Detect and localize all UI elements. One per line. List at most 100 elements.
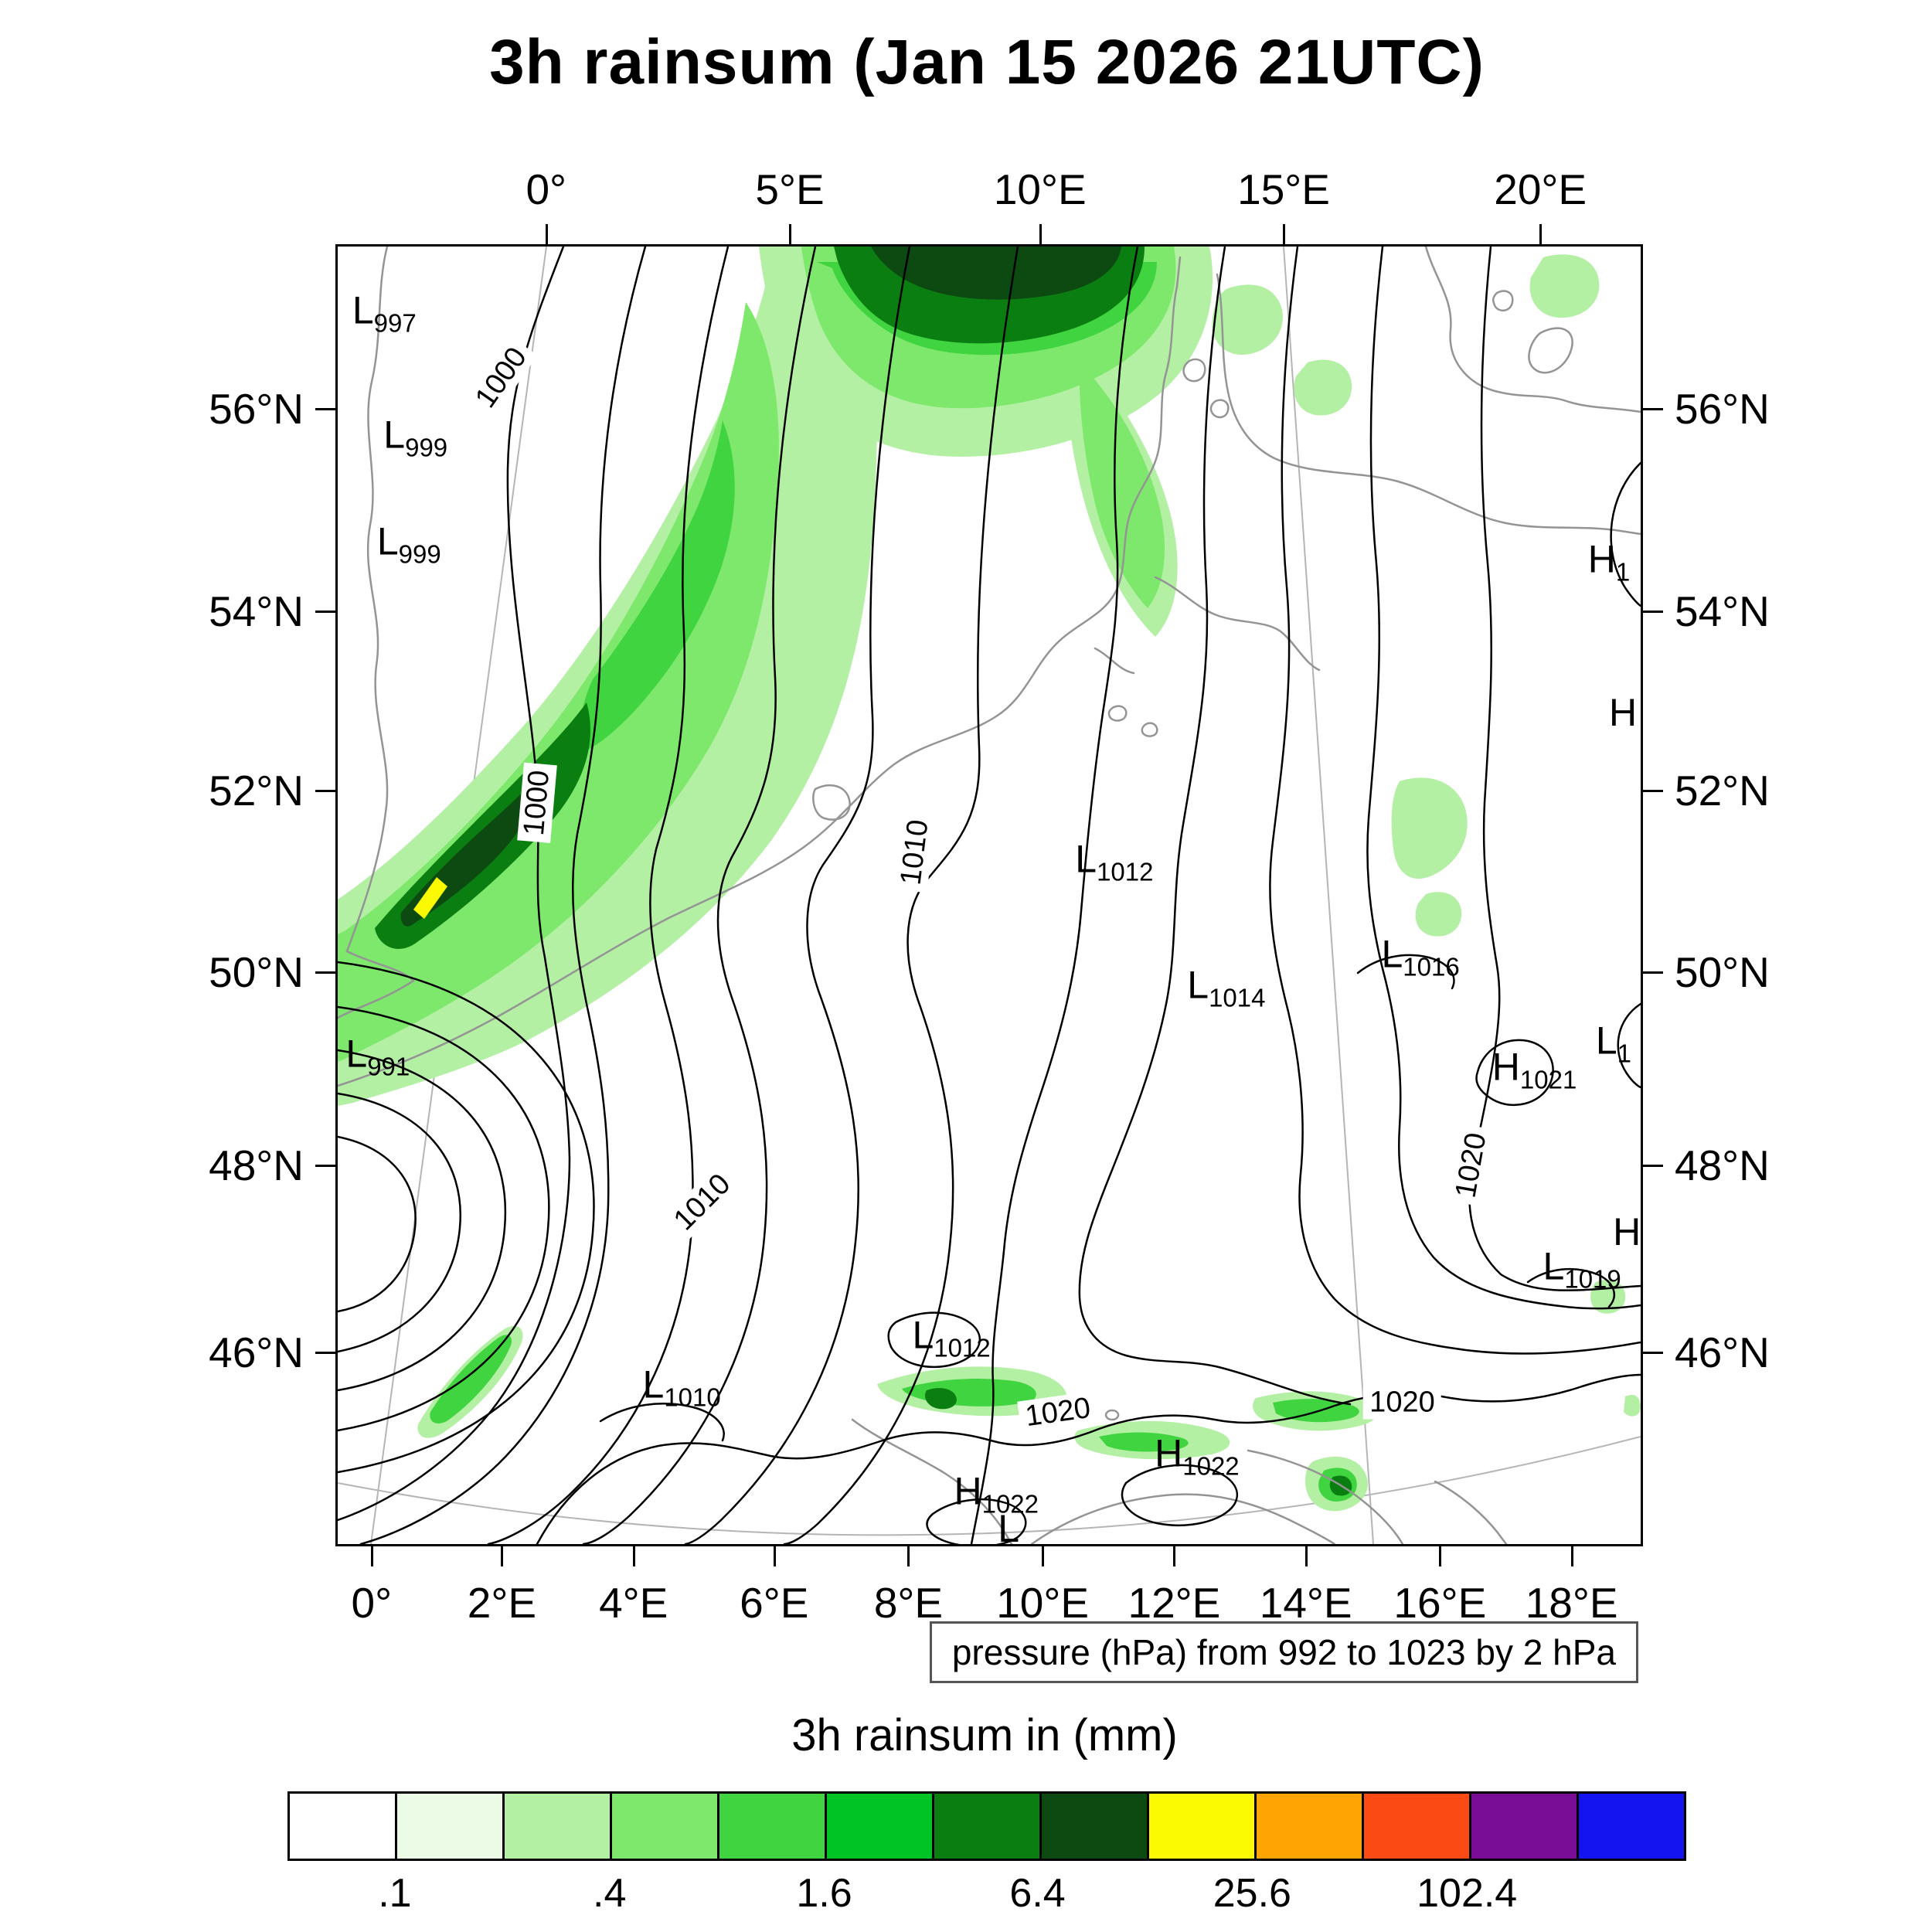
axis-tick-left — [315, 610, 335, 613]
contour-label: 1000 — [465, 336, 538, 420]
axis-label-bottom: 10°E — [996, 1579, 1090, 1627]
axis-tick-left — [315, 1164, 335, 1167]
colorbar-label: .1 — [378, 1871, 412, 1916]
colorbar-cell — [1257, 1794, 1364, 1859]
axis-label-left: 46°N — [209, 1328, 304, 1376]
axis-label-bottom: 4°E — [599, 1579, 668, 1627]
axis-tick-bottom — [1304, 1546, 1308, 1566]
rain-yellow — [413, 877, 447, 919]
colorbar-cell — [1149, 1794, 1257, 1859]
colorbar-cell — [612, 1794, 719, 1859]
high-pressure-center: H1021 — [1492, 1045, 1577, 1094]
axis-label-bottom: 14°E — [1259, 1579, 1352, 1627]
axis-tick-bottom — [1570, 1546, 1573, 1566]
pressure-contours — [338, 247, 1641, 1544]
colorbar-label: .4 — [593, 1871, 627, 1916]
axis-tick-right — [1643, 1351, 1663, 1354]
axis-label-top: 15°E — [1237, 165, 1330, 213]
colorbar-label: 25.6 — [1213, 1871, 1291, 1916]
colorbar-cell — [1471, 1794, 1579, 1859]
map-graphics — [338, 247, 1641, 1544]
low-pressure-center: L — [998, 1507, 1020, 1544]
axis-tick-right — [1643, 1164, 1663, 1167]
axis-label-right: 52°N — [1675, 766, 1770, 815]
low-pressure-center: L1012 — [912, 1313, 991, 1362]
axis-label-left: 56°N — [209, 384, 304, 433]
axis-label-bottom: 12°E — [1128, 1579, 1221, 1627]
high-pressure-center: H — [1609, 691, 1638, 735]
low-pressure-center: L999 — [376, 519, 441, 569]
low-pressure-center: L1019 — [1543, 1244, 1621, 1294]
axis-label-left: 48°N — [209, 1141, 304, 1189]
axis-tick-bottom — [1173, 1546, 1176, 1566]
legend-title: 3h rainsum in (mm) — [791, 1710, 1178, 1760]
axis-label-left: 50°N — [209, 947, 304, 996]
low-pressure-center: L991 — [345, 1032, 410, 1081]
axis-tick-top — [1539, 224, 1543, 244]
axis-label-bottom: 18°E — [1525, 1579, 1618, 1627]
axis-tick-top — [789, 224, 792, 244]
axis-tick-bottom — [370, 1546, 373, 1566]
axis-tick-left — [315, 789, 335, 792]
axis-tick-bottom — [907, 1546, 910, 1566]
colorbar-cell — [1364, 1794, 1471, 1859]
axis-label-right: 56°N — [1675, 384, 1770, 433]
page-title: 3h rainsum (Jan 15 2026 21UTC) — [489, 27, 1485, 97]
axis-tick-bottom — [773, 1546, 776, 1566]
high-pressure-center: H1 — [1587, 537, 1631, 587]
contour-label: 1020 — [1017, 1391, 1100, 1435]
contour-label: 1000 — [517, 763, 557, 844]
axis-label-top: 5°E — [755, 165, 825, 213]
contour-label: 1020 — [1447, 1124, 1495, 1206]
axis-tick-bottom — [632, 1546, 635, 1566]
axis-label-right: 48°N — [1675, 1141, 1770, 1189]
contour-label: 1010 — [663, 1163, 742, 1243]
colorbar-labels: .1 .4 1.6 6.4 25.6 102.4 — [287, 1870, 1682, 1924]
high-pressure-center: H — [1613, 1209, 1641, 1253]
colorbar-cell — [934, 1794, 1042, 1859]
axis-label-top: 10°E — [993, 165, 1087, 213]
colorbar-label: 102.4 — [1417, 1871, 1518, 1916]
axis-label-top: 20°E — [1494, 165, 1587, 213]
axis-label-left: 52°N — [209, 766, 304, 815]
axis-tick-left — [315, 407, 335, 410]
axis-label-right: 54°N — [1675, 587, 1770, 635]
map-area: 1000 1000 1010 1010 1020 1020 1020 L997 L999 L999… — [338, 247, 1641, 1544]
axis-label-bottom: 8°E — [873, 1579, 944, 1627]
axis-tick-right — [1643, 789, 1663, 792]
pressure-note: pressure (hPa) from 992 to 1023 by 2 hPa — [929, 1621, 1638, 1683]
low-pressure-center: L1012 — [1075, 837, 1154, 886]
axis-tick-right — [1643, 610, 1663, 613]
low-pressure-center: L1014 — [1187, 963, 1266, 1012]
colorbar-cell — [719, 1794, 827, 1859]
low-pressure-center: L997 — [352, 288, 417, 338]
colorbar-cell — [290, 1794, 397, 1859]
axis-label-bottom: 0° — [351, 1579, 393, 1627]
colorbar-cell — [1579, 1794, 1684, 1859]
axis-label-bottom: 6°E — [740, 1579, 809, 1627]
colorbar-cell — [827, 1794, 934, 1859]
axis-tick-right — [1643, 971, 1663, 974]
axis-label-bottom: 2°E — [467, 1579, 537, 1627]
map-frame: 1000 1000 1010 1010 1020 1020 1020 L997 L999 L999… — [209, 165, 1770, 1627]
axis-tick-left — [315, 971, 335, 974]
axis-label-right: 50°N — [1675, 947, 1770, 996]
colorbar-cell — [397, 1794, 505, 1859]
axis-label-bottom: 16°E — [1393, 1579, 1487, 1627]
axis-tick-top — [1039, 224, 1042, 244]
low-pressure-center: L1016 — [1381, 932, 1460, 981]
map-overlay: 1000 1000 1010 1010 1020 1020 1020 L997 L999 L999… — [338, 247, 1641, 1544]
low-pressure-center: L999 — [383, 413, 448, 462]
axis-tick-right — [1643, 407, 1663, 410]
coastlines — [338, 247, 1641, 1544]
low-pressure-center: L1 — [1595, 1019, 1632, 1068]
low-pressure-center: L1010 — [642, 1362, 721, 1412]
axis-label-top: 0° — [526, 165, 567, 213]
axis-tick-bottom — [1439, 1546, 1442, 1566]
axis-tick-left — [315, 1351, 335, 1354]
colorbar-label: 6.4 — [1009, 1871, 1066, 1916]
axis-label-left: 54°N — [209, 587, 304, 635]
colorbar-label: 1.6 — [796, 1871, 852, 1916]
axis-tick-top — [545, 224, 548, 244]
